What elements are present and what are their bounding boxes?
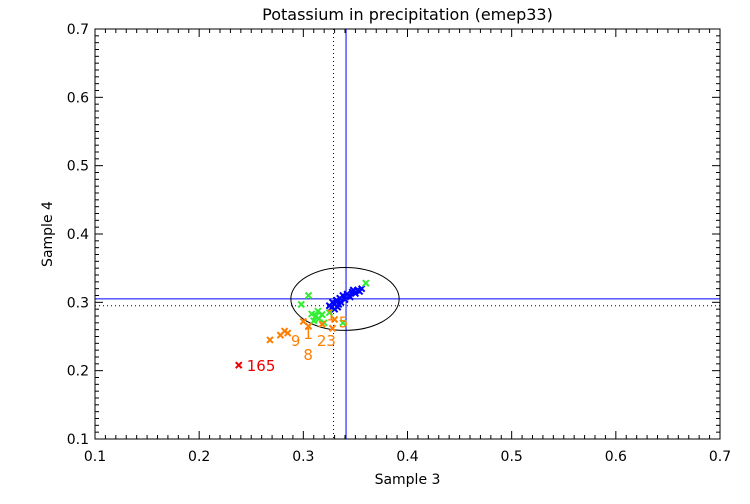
data-point (235, 361, 243, 369)
data-point (335, 300, 343, 309)
x-tick-label: 0.6 (605, 449, 627, 465)
y-tick-label: 0.1 (67, 432, 89, 448)
plot-frame (94, 28, 721, 440)
data-point (314, 307, 322, 315)
point-label: 8 (303, 346, 313, 364)
data-point (328, 324, 337, 333)
y-tick-label: 0.5 (67, 159, 89, 175)
data-point (304, 322, 313, 330)
data-point (341, 295, 349, 304)
y-tick-label: 0.2 (67, 364, 89, 380)
data-point (297, 300, 305, 309)
data-point (307, 310, 316, 318)
data-point (325, 308, 334, 317)
point-label: 1 (303, 325, 313, 343)
y-tick-label: 0.4 (67, 227, 89, 243)
confidence-ellipse (290, 266, 400, 331)
x-tick-label: 0.5 (501, 449, 523, 465)
point-label: 23 (317, 332, 336, 350)
x-tick-label: 0.7 (709, 449, 731, 465)
x-tick-label: 0.2 (188, 449, 210, 465)
data-point (304, 291, 313, 300)
point-label: 5 (339, 313, 349, 331)
data-point (310, 317, 318, 325)
data-point (330, 315, 339, 324)
data-point (349, 286, 358, 294)
point-label: 1 (326, 306, 336, 324)
y-tick-label: 0.6 (67, 90, 89, 106)
x-tick-label: 0.3 (292, 449, 314, 465)
data-point (339, 319, 347, 327)
point-label: 165 (247, 357, 276, 375)
y-axis-label: Sample 4 (40, 201, 56, 267)
data-point (318, 320, 326, 328)
point-label: 9 (291, 332, 301, 350)
y-tick-label: 0.3 (67, 295, 89, 311)
data-point (284, 329, 292, 337)
y-tick-label: 0.7 (67, 22, 89, 38)
data-point (266, 336, 274, 344)
x-tick-label: 0.4 (396, 449, 418, 465)
x-tick-label: 0.1 (84, 449, 106, 465)
data-point (327, 304, 336, 312)
data-point (362, 279, 370, 287)
chart-title: Potassium in precipitation (emep33) (262, 5, 553, 24)
data-point (346, 293, 354, 301)
x-axis-label: Sample 3 (375, 472, 441, 488)
